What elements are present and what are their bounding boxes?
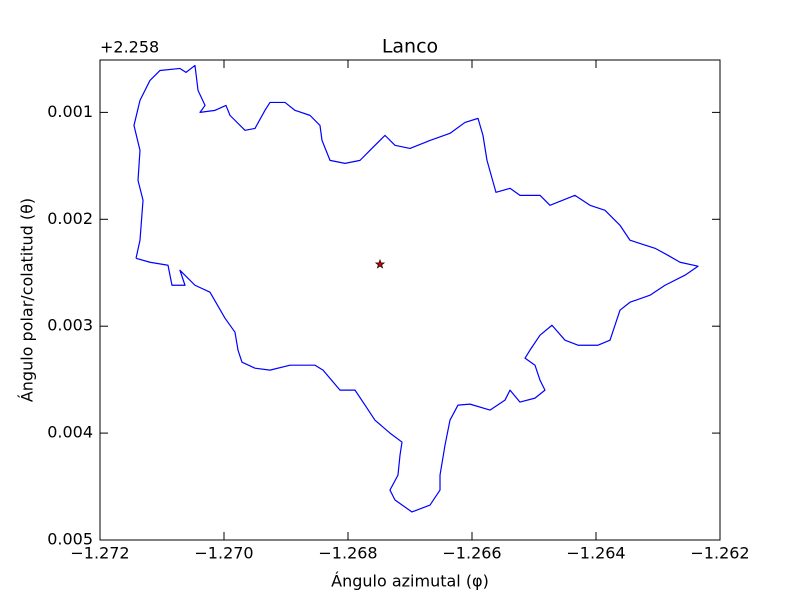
x-tick-label: −1.266 [442, 544, 501, 563]
y-tick-label: 0.004 [47, 423, 93, 442]
y-tick-label: 0.005 [47, 530, 93, 549]
plot-frame [99, 59, 721, 541]
x-tick-label: −1.268 [318, 544, 377, 563]
outline-line [133, 64, 699, 513]
x-tick-label: −1.270 [194, 544, 253, 563]
star-marker [374, 258, 386, 269]
x-tick-label: −1.272 [70, 544, 129, 563]
x-tick-label: −1.264 [566, 544, 625, 563]
y-tick-label: 0.001 [47, 102, 93, 121]
chart-title: Lanco [382, 36, 438, 58]
x-tick-label: −1.262 [690, 544, 749, 563]
y-tick-label: 0.002 [47, 209, 93, 228]
y-tick-label: 0.003 [47, 316, 93, 335]
x-axis-label: Ángulo azimutal (φ) [331, 572, 489, 591]
y-axis-label: Ángulo polar/colatitud (θ) [18, 198, 37, 402]
axis-offset: +2.258 [100, 38, 159, 57]
